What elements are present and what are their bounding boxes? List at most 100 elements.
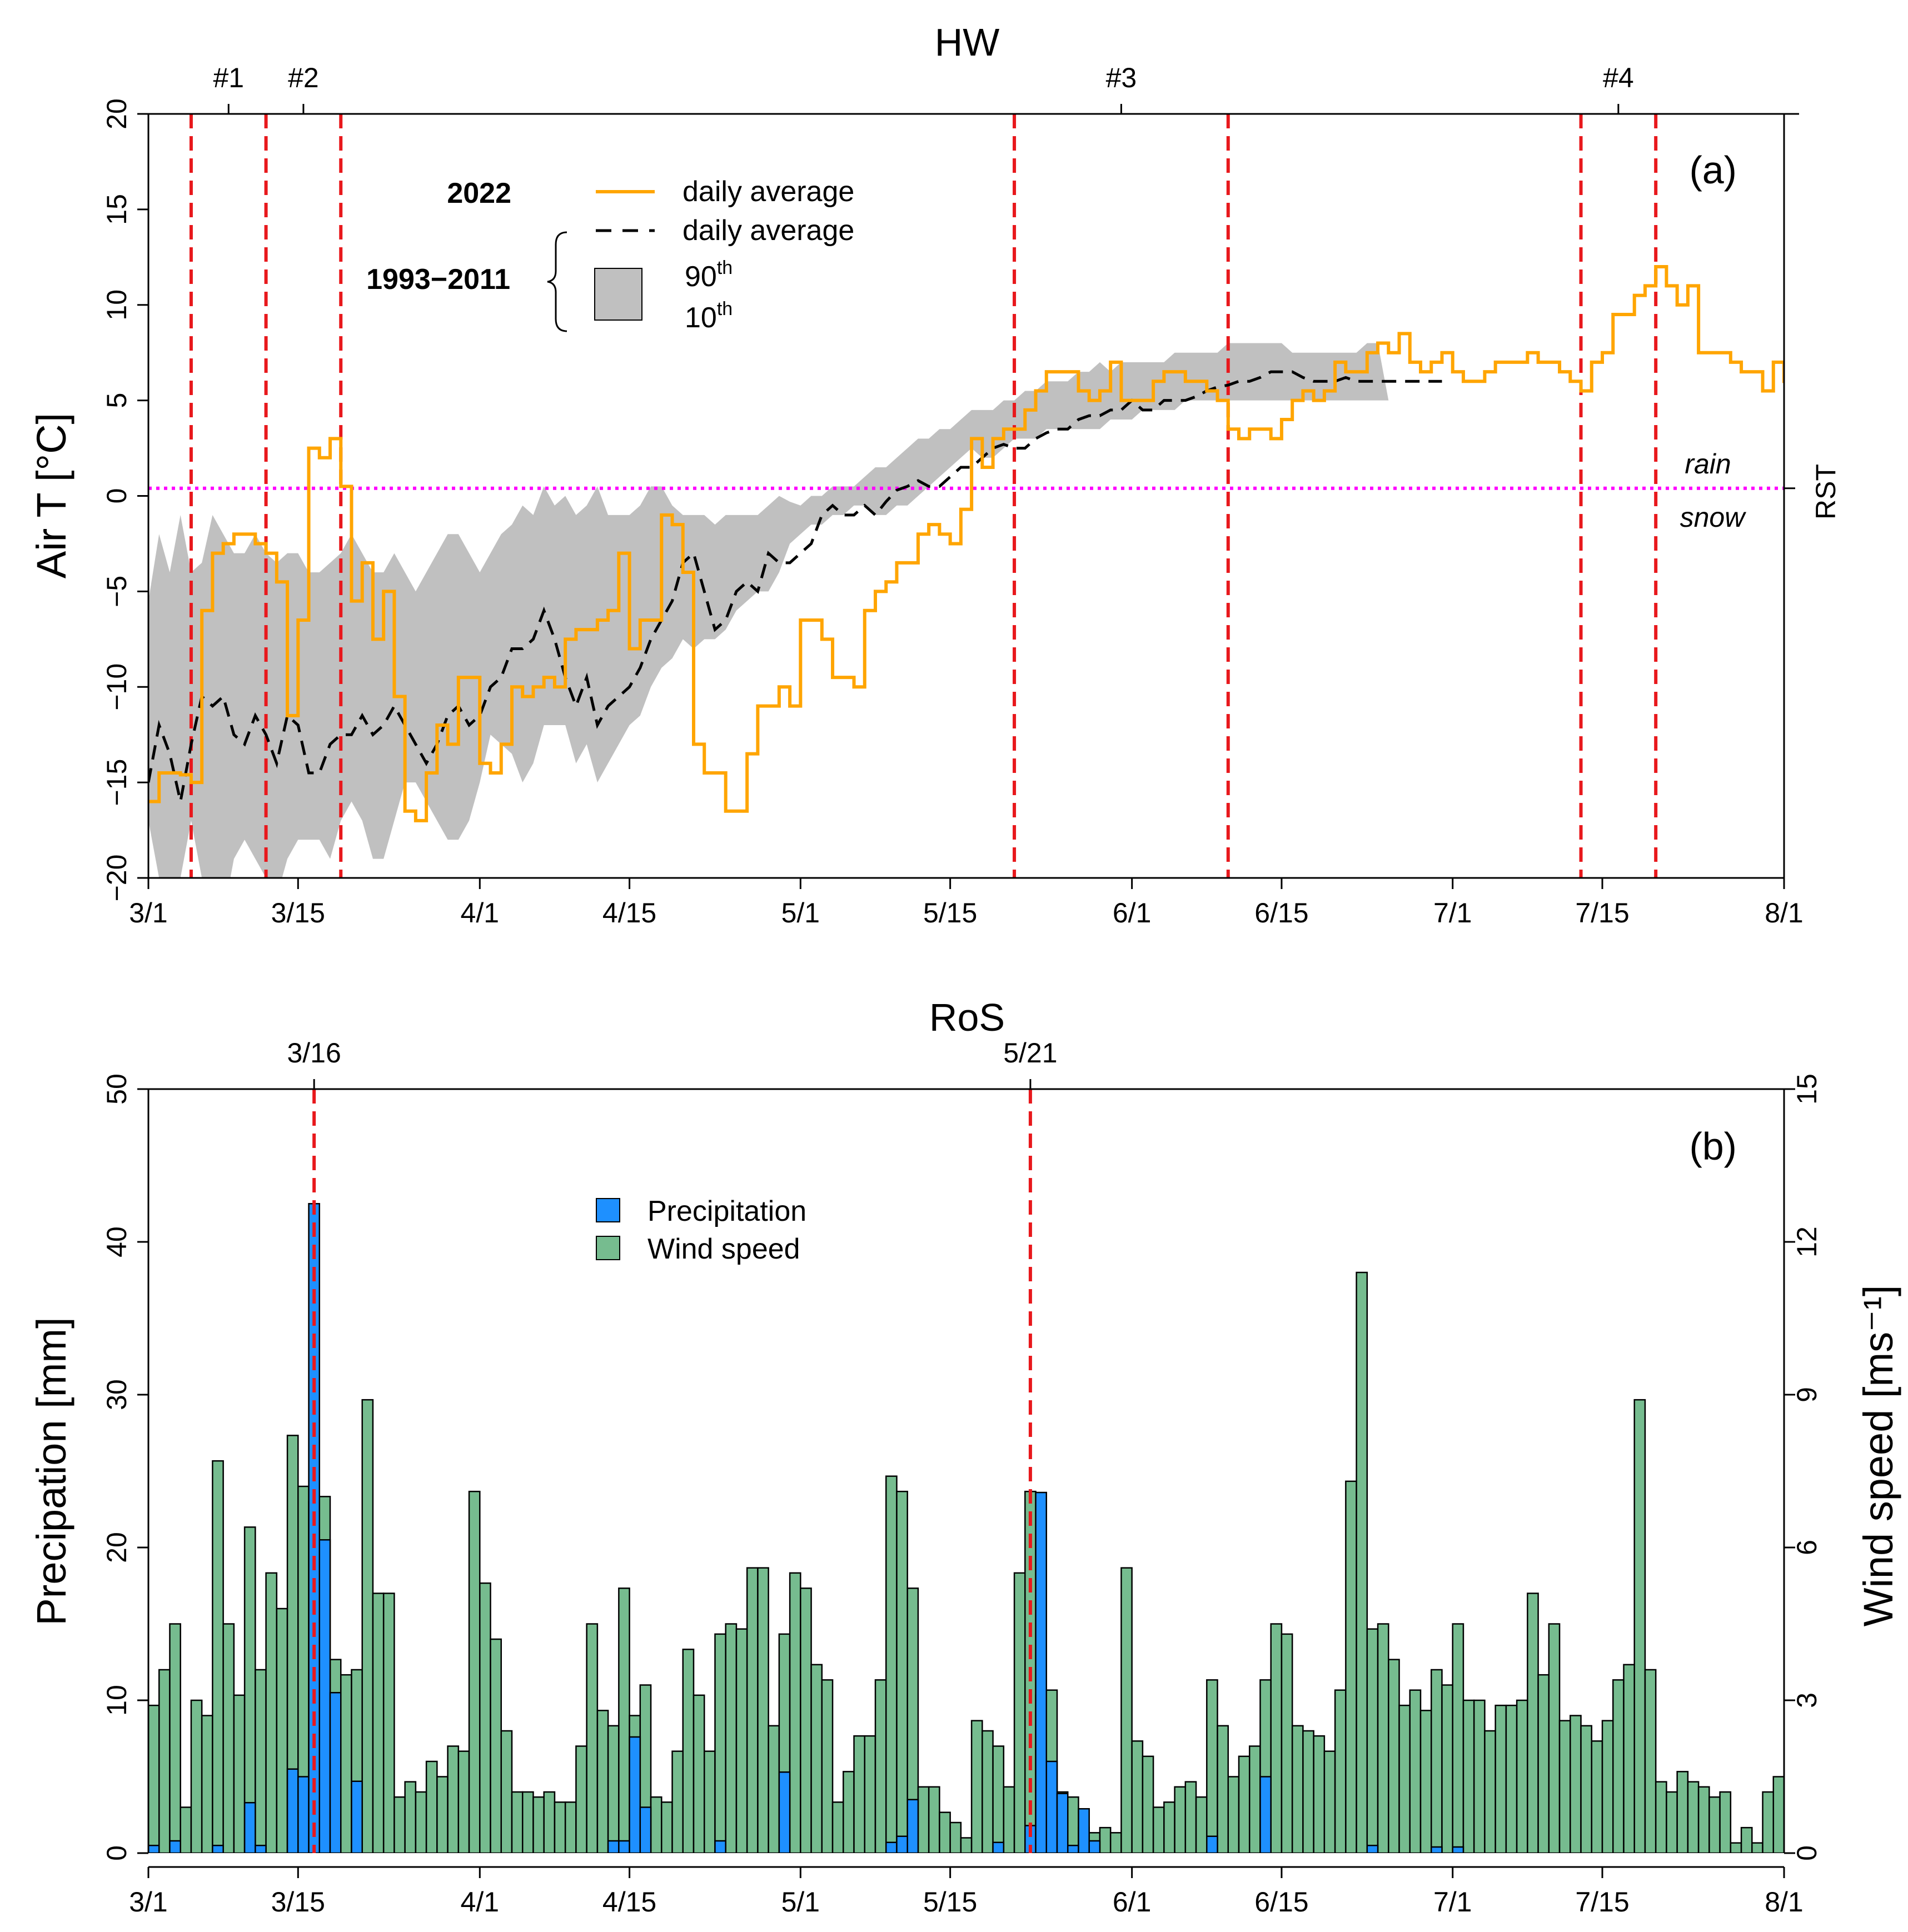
wind-speed-bar	[212, 1460, 224, 1853]
wind-speed-bar	[843, 1771, 855, 1853]
wind-speed-bar	[479, 1582, 491, 1853]
wind-speed-bar	[1730, 1842, 1742, 1853]
wind-speed-bar	[1217, 1725, 1229, 1853]
wind-speed-bar	[960, 1837, 973, 1853]
wind-speed-bar	[564, 1801, 577, 1853]
panel-b-y-label: Precipation [mm]	[28, 1317, 74, 1625]
wind-speed-bar	[447, 1745, 460, 1853]
precipitation-bar	[906, 1799, 919, 1853]
y-tick-label: 15	[101, 194, 132, 225]
panel-a-title: HW	[935, 21, 1000, 64]
wind-speed-bar	[1120, 1567, 1133, 1853]
wind-speed-bar	[596, 1710, 609, 1853]
wind-speed-bar	[457, 1750, 470, 1853]
wind-speed-bar	[1548, 1623, 1561, 1853]
x-tick-label: 7/1	[1433, 897, 1472, 928]
wind-speed-bar	[725, 1623, 738, 1853]
precipitation-bar	[618, 1840, 630, 1853]
x-tick-label: 4/15	[602, 897, 656, 928]
wind-speed-bar	[831, 1801, 844, 1853]
p10-p90-band	[148, 343, 1389, 878]
x-tick-label: 3/15	[271, 897, 325, 928]
wind-speed-bar	[1152, 1806, 1165, 1853]
wind-speed-bar	[1655, 1781, 1667, 1853]
panel-a-x-ticks: 3/1 3/15 4/1 4/15 5/1 5/15 6/1 6/15 7/1 7/15 8/1	[129, 878, 1804, 928]
wind-speed-bar	[1462, 1699, 1475, 1853]
precipitation-bar	[607, 1840, 620, 1853]
y-tick-label: −10	[101, 663, 132, 711]
precipitation-bar	[1206, 1835, 1218, 1853]
right-tick-label: 6	[1791, 1540, 1822, 1555]
wind-speed-bar	[1676, 1771, 1689, 1853]
x-tick-label: 4/1	[461, 1886, 500, 1918]
panel-a-y-ticks: −20 −15 −10 −5 0 5 10 15 20	[101, 98, 1795, 901]
obs-2022-daily-average-line	[148, 265, 1784, 822]
panel-b-legend: Precipitation Wind speed	[596, 1195, 806, 1265]
wind-speed-bar	[1388, 1659, 1400, 1853]
x-tick-label: 4/1	[461, 897, 500, 928]
wind-speed-bar	[1687, 1781, 1700, 1853]
wind-speed-bar	[276, 1607, 288, 1853]
legend-clim-label: 1993−2011	[366, 263, 510, 296]
x-tick-label: 7/15	[1575, 1886, 1629, 1918]
panel-a-legend: 2022 daily average 1993−2011 daily avera…	[366, 176, 854, 334]
ros-event-lines	[312, 1089, 1032, 1853]
panel-b-event-ticks: 3/16 5/21	[287, 1037, 1058, 1089]
wind-speed-bar	[1452, 1623, 1464, 1853]
wind-speed-bar	[393, 1796, 406, 1853]
wind-speed-bar	[180, 1806, 192, 1853]
wind-speed-bar	[1163, 1801, 1175, 1853]
panel-b-title: RoS	[929, 996, 1005, 1039]
wind-speed-bar	[1067, 1796, 1079, 1853]
wind-speed-bar	[415, 1791, 427, 1853]
precipitation-bar	[1078, 1808, 1090, 1853]
wind-speed-bar	[436, 1776, 449, 1853]
wind-speed-bar	[1697, 1786, 1710, 1853]
wind-speed-bar	[1751, 1842, 1763, 1853]
legend-p90: 90th	[685, 257, 733, 293]
precipitation-bar	[297, 1776, 310, 1853]
legend-band-swatch	[594, 268, 642, 321]
x-tick-label: 3/1	[129, 897, 168, 928]
panel-a-y-label: Air T [°C]	[28, 413, 74, 578]
ros-event-label: 3/16	[287, 1037, 341, 1069]
wind-speed-bar	[714, 1633, 726, 1853]
wind-speed-bar	[490, 1638, 502, 1853]
precipitation-bar	[243, 1802, 256, 1853]
wind-speed-bar	[1591, 1740, 1603, 1853]
wind-speed-bar	[853, 1735, 866, 1853]
y-tick-label: 0	[101, 488, 132, 504]
precipitation-bar	[286, 1768, 299, 1853]
wind-speed-bar	[1270, 1623, 1283, 1853]
wind-speed-bar	[532, 1796, 545, 1853]
y-tick-label: −20	[101, 855, 132, 902]
precipitation-bar	[1366, 1845, 1379, 1853]
wind-speed-bar	[1719, 1791, 1732, 1853]
panel-a-label: (a)	[1689, 148, 1737, 192]
wind-speed-bar	[821, 1679, 834, 1853]
wind-speed-bar	[255, 1669, 267, 1853]
wind-speed-bar	[148, 1704, 160, 1853]
x-tick-label: 4/15	[602, 1886, 656, 1918]
wind-speed-bar	[340, 1674, 352, 1853]
panel-b-right-ticks: 0 3 6 9 12 15	[1784, 1074, 1822, 1861]
precipitation-bar	[1035, 1491, 1048, 1853]
wind-speed-bar	[810, 1664, 823, 1853]
wind-speed-bar	[970, 1720, 983, 1853]
wind-speed-bar	[1302, 1730, 1314, 1853]
panel-b-y-ticks: 0 10 20 30 40 50	[101, 1074, 148, 1861]
wind-speed-bar	[917, 1786, 930, 1853]
wind-speed-bar	[1612, 1679, 1625, 1853]
wind-speed-bar	[746, 1567, 759, 1853]
wind-speed-bar	[789, 1572, 801, 1853]
x-tick-label: 3/15	[271, 1886, 325, 1918]
wind-speed-bar	[1601, 1720, 1614, 1853]
wind-speed-bar	[586, 1623, 599, 1853]
y-tick-label: 5	[101, 393, 132, 408]
wind-speed-bar	[1003, 1786, 1015, 1853]
wind-speed-bar	[768, 1725, 780, 1853]
wind-speed-bar	[1633, 1399, 1646, 1853]
wind-speed-bar	[982, 1730, 994, 1853]
wind-speed-bar	[1666, 1791, 1678, 1853]
heatwave-boundaries	[189, 114, 1658, 878]
